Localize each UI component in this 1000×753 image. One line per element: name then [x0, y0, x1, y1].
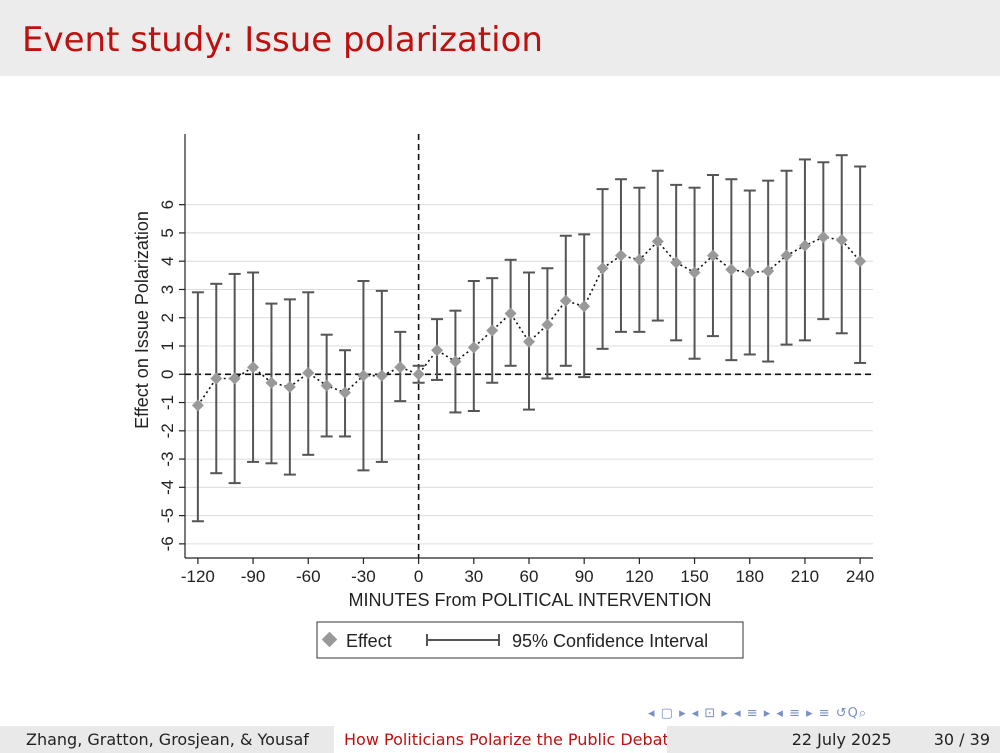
y-tick-label: -1 — [158, 395, 177, 410]
legend: Effect 95% Confidence Interval — [316, 621, 744, 659]
footer-talk-title: How Politicians Polarize the Public Deba… — [334, 726, 679, 753]
x-axis-label: MINUTES From POLITICAL INTERVENTION — [348, 590, 711, 610]
title-bar: Event study: Issue polarization — [0, 0, 1000, 76]
effect-point — [247, 361, 260, 374]
effect-point — [688, 266, 701, 279]
effect-point — [596, 262, 609, 275]
effect-point — [504, 307, 517, 320]
y-tick-label: 2 — [158, 313, 177, 322]
footer-date: 22 July 2025 — [791, 730, 892, 749]
footer-authors: Zhang, Gratton, Grosjean, & Yousaf — [0, 726, 334, 753]
effect-point — [375, 369, 388, 382]
y-tick-label: 6 — [158, 200, 177, 209]
effect-point — [780, 249, 793, 262]
effect-point — [191, 399, 204, 412]
effect-point — [357, 369, 370, 382]
y-tick-label: 5 — [158, 228, 177, 237]
effect-point — [541, 318, 554, 331]
effect-point — [651, 235, 664, 248]
effect-point — [725, 263, 738, 276]
y-tick-label: -6 — [158, 536, 177, 551]
effect-point — [467, 341, 480, 354]
x-tick-label: -120 — [181, 567, 215, 586]
y-tick-label: -3 — [158, 452, 177, 467]
effect-point — [320, 379, 333, 392]
legend-effect-label: Effect — [346, 631, 392, 651]
x-tick-label: 90 — [575, 567, 594, 586]
effect-point — [431, 344, 444, 357]
legend-ci-label: 95% Confidence Interval — [512, 631, 708, 651]
effect-point — [339, 386, 352, 399]
effect-point — [817, 231, 830, 244]
effect-point — [798, 239, 811, 252]
effect-point — [559, 294, 572, 307]
effect-point — [854, 255, 867, 268]
x-tick-label: 240 — [846, 567, 874, 586]
effect-point — [228, 372, 241, 385]
effect-point — [394, 361, 407, 374]
x-tick-label: 210 — [791, 567, 819, 586]
effect-point — [578, 300, 591, 313]
effect-point — [283, 380, 296, 393]
y-tick-label: -4 — [158, 480, 177, 495]
y-tick-label: -2 — [158, 423, 177, 438]
effect-point — [633, 253, 646, 266]
x-tick-label: 150 — [680, 567, 708, 586]
y-axis-label: Effect on Issue Polarization — [132, 211, 152, 429]
x-tick-label: 180 — [736, 567, 764, 586]
footer-page-number: 30 / 39 — [933, 730, 990, 749]
x-tick-label: 60 — [520, 567, 539, 586]
effect-point — [302, 366, 315, 379]
y-tick-label: -5 — [158, 508, 177, 523]
effect-point — [486, 324, 499, 337]
y-tick-label: 0 — [158, 370, 177, 379]
effect-point — [614, 249, 627, 262]
x-tick-label: 120 — [625, 567, 653, 586]
effect-point — [412, 368, 425, 381]
effect-point — [523, 335, 535, 348]
footer: Zhang, Gratton, Grosjean, & Yousaf How P… — [0, 726, 1000, 753]
effect-point — [835, 234, 848, 246]
x-tick-label: 30 — [464, 567, 483, 586]
footer-right: 22 July 2025 30 / 39 — [667, 726, 1000, 753]
y-tick-label: 1 — [158, 341, 177, 350]
slide-title: Event study: Issue polarization — [22, 20, 543, 60]
effect-point — [706, 249, 719, 262]
effect-point — [210, 372, 223, 385]
event-study-chart: -120 -90 -60 -30 0 30 60 90 120 150 180 210 240-6-5-… — [132, 134, 874, 659]
effect-point — [762, 265, 775, 278]
y-tick-label: 3 — [158, 285, 177, 294]
x-tick-label: 0 — [414, 567, 423, 586]
effect-point — [265, 376, 278, 389]
legend-box — [316, 621, 744, 659]
x-tick-label: -90 — [241, 567, 266, 586]
y-tick-label: 4 — [158, 256, 177, 265]
effect-point — [743, 266, 756, 279]
effect-point — [670, 256, 683, 269]
x-tick-label: -30 — [351, 567, 376, 586]
beamer-navigation[interactable]: ◂ ▢ ▸ ◂ ⊡ ▸ ◂ ≡ ▸ ◂ ≡ ▸ ≡ ↺Q⌕ — [648, 706, 868, 721]
x-tick-label: -60 — [296, 567, 321, 586]
effect-point — [449, 355, 462, 368]
